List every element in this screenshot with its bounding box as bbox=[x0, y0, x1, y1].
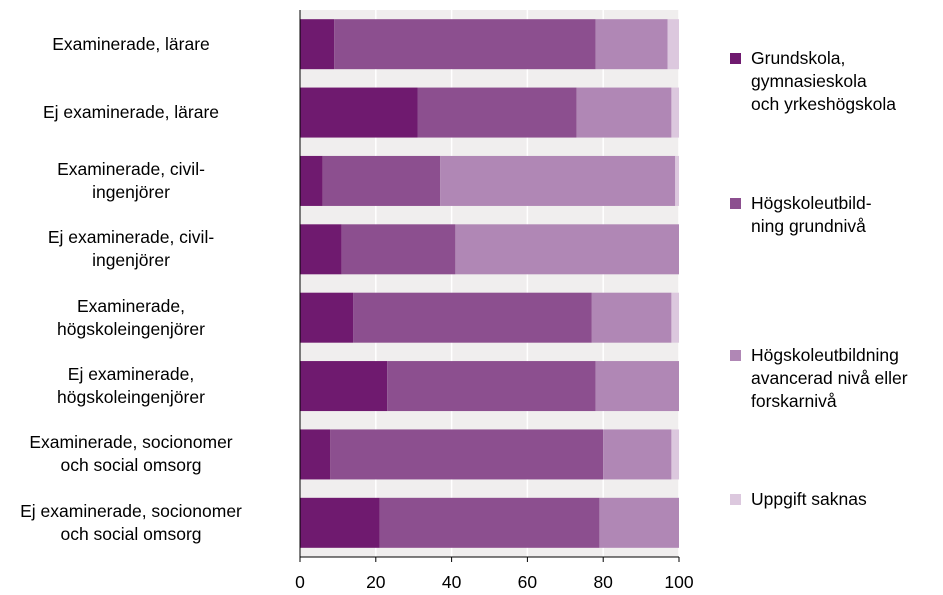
category-label-line: Ej examinerade, civil- bbox=[47, 227, 215, 248]
bar-segment-1 bbox=[300, 497, 380, 548]
legend-label-line: gymnasieskola bbox=[751, 71, 867, 91]
x-tick-label: 0 bbox=[295, 572, 305, 592]
bars bbox=[300, 19, 679, 548]
category-label: Ej examinerade, civil-ingenjörer bbox=[0, 226, 281, 272]
legend-label-line: Grundskola, bbox=[751, 48, 846, 68]
bar-segment-2 bbox=[387, 361, 596, 412]
bar-segment-3 bbox=[603, 429, 672, 480]
category-label-line: Examinerade, bbox=[77, 295, 185, 316]
bar-segment-4 bbox=[667, 19, 679, 70]
bar-segment-3 bbox=[576, 87, 672, 138]
legend-swatch bbox=[730, 198, 741, 209]
bar-segment-2 bbox=[353, 292, 592, 343]
bar-segment-1 bbox=[300, 429, 331, 480]
bar-segment-2 bbox=[330, 429, 604, 480]
bar-segment-2 bbox=[417, 87, 577, 138]
bar-segment-3 bbox=[591, 292, 672, 343]
bar-segment-3 bbox=[599, 497, 679, 548]
category-label-line: högskoleingenjörer bbox=[57, 318, 205, 339]
bar-segment-1 bbox=[300, 155, 323, 206]
x-tick-label: 40 bbox=[442, 572, 462, 592]
category-label: Examinerade, civil-ingenjörer bbox=[0, 158, 281, 204]
category-label-line: Ej examinerade, lärare bbox=[42, 102, 220, 123]
category-label-line: Examinerade, civil- bbox=[57, 158, 205, 179]
bar-segment-1 bbox=[300, 87, 418, 138]
category-label-line: Ej examinerade, socionomer bbox=[20, 500, 242, 521]
legend-label-line: Högskoleutbild- bbox=[751, 193, 872, 213]
category-label-line: högskoleingenjörer bbox=[57, 387, 205, 408]
category-label: Ej examinerade, lärare bbox=[0, 101, 281, 124]
legend-label: Grundskola, gymnasieskola och yrkeshögskol… bbox=[751, 47, 896, 116]
category-label-line: Examinerade, lärare bbox=[52, 33, 210, 54]
legend-label: Högskoleutbild-ning grundnivå bbox=[751, 192, 872, 238]
bar-segment-3 bbox=[440, 155, 676, 206]
legend-swatch bbox=[730, 494, 741, 505]
bar-segment-4 bbox=[675, 155, 679, 206]
bar-segment-2 bbox=[334, 19, 596, 70]
category-label-line: ingenjörer bbox=[92, 181, 170, 202]
legend-label: Uppgift saknas bbox=[751, 488, 867, 511]
bar-segment-1 bbox=[300, 292, 354, 343]
category-label-line: och social omsorg bbox=[60, 523, 202, 544]
x-tick-label: 100 bbox=[664, 572, 693, 592]
legend-label-line: och yrkeshögskola bbox=[751, 94, 896, 114]
bar-segment-3 bbox=[595, 361, 679, 412]
bar-segment-3 bbox=[455, 224, 679, 275]
bar-segment-1 bbox=[300, 361, 388, 412]
category-label-line: Examinerade, socionomer bbox=[29, 432, 233, 453]
x-tick-label: 60 bbox=[518, 572, 538, 592]
bar-segment-4 bbox=[671, 87, 679, 138]
category-label-line: och social omsorg bbox=[60, 455, 202, 476]
x-axis-ticks: 0 20 40 60 80 100 bbox=[295, 557, 694, 592]
bar-segment-2 bbox=[322, 155, 441, 206]
bar-segment-2 bbox=[379, 497, 600, 548]
x-tick-label: 80 bbox=[593, 572, 613, 592]
x-tick-label: 20 bbox=[366, 572, 386, 592]
legend-label-line: forskarnivå bbox=[751, 391, 837, 411]
legend-label: Högskoleutbildning avancerad nivå eller fo… bbox=[751, 344, 908, 413]
category-label: Examinerade, socionomer och social omsorg bbox=[0, 431, 281, 477]
category-label-line: Ej examinerade, bbox=[67, 364, 195, 385]
bar-segment-4 bbox=[671, 429, 679, 480]
legend-label-line: Högskoleutbildning bbox=[751, 345, 899, 365]
category-label: Ej examinerade, högskoleingenjörer bbox=[0, 363, 281, 409]
bar-segment-2 bbox=[341, 224, 456, 275]
category-label: Examinerade, lärare bbox=[0, 33, 281, 56]
bar-segment-4 bbox=[671, 292, 679, 343]
legend-label-line: Uppgift saknas bbox=[751, 489, 867, 509]
category-label-line: ingenjörer bbox=[92, 250, 170, 271]
legend-label-line: ning grundnivå bbox=[751, 216, 866, 236]
bar-segment-1 bbox=[300, 224, 342, 275]
bar-segment-1 bbox=[300, 19, 335, 70]
legend-swatch bbox=[730, 53, 741, 64]
bar-segment-3 bbox=[595, 19, 668, 70]
legend-swatch bbox=[730, 350, 741, 361]
legend-label-line: avancerad nivå eller bbox=[751, 368, 908, 388]
category-label: Ej examinerade, socionomer och social oms… bbox=[0, 500, 281, 546]
category-label: Examinerade, högskoleingenjörer bbox=[0, 295, 281, 341]
